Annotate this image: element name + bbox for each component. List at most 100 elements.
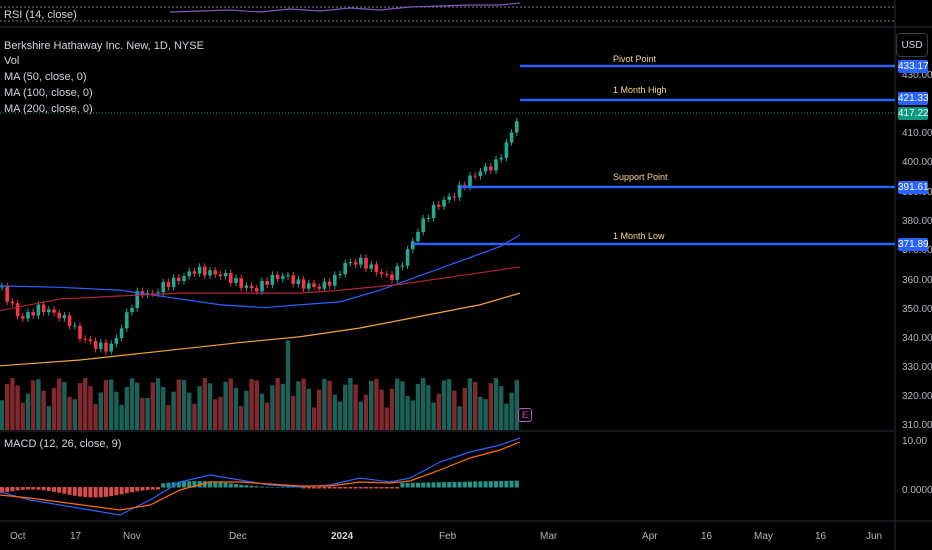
volume-bar bbox=[493, 378, 499, 430]
candle-body bbox=[62, 315, 67, 319]
volume-bar bbox=[343, 384, 348, 430]
macd-histogram-bar bbox=[57, 487, 62, 493]
candle-body bbox=[151, 293, 155, 295]
candle-body bbox=[270, 274, 275, 285]
candle-body bbox=[88, 339, 93, 342]
ma200-legend[interactable]: MA (200, close, 0) bbox=[4, 103, 93, 115]
macd-histogram-bar bbox=[306, 487, 311, 489]
macd-histogram-bar bbox=[275, 486, 280, 488]
ma50-legend[interactable]: MA (50, close, 0) bbox=[4, 71, 87, 83]
macd-histogram-bar bbox=[384, 487, 389, 489]
macd-histogram-bar bbox=[332, 487, 337, 489]
macd-histogram-bar bbox=[78, 487, 82, 497]
volume-bar bbox=[41, 390, 46, 430]
macd-histogram-bar bbox=[488, 481, 493, 488]
month-high-label: 1 Month High bbox=[613, 85, 667, 95]
volume-bar bbox=[358, 401, 363, 430]
time-tick: May bbox=[754, 531, 773, 542]
macd-histogram-bar bbox=[390, 487, 394, 489]
macd-histogram-bar bbox=[20, 487, 25, 490]
pivot-point-label: Pivot Point bbox=[613, 54, 657, 64]
candle-body bbox=[0, 286, 4, 288]
volume-bar bbox=[447, 379, 452, 430]
volume-bar bbox=[0, 400, 5, 430]
macd-histogram-bar bbox=[130, 487, 134, 493]
candle-body bbox=[369, 264, 373, 269]
volume-bar bbox=[389, 388, 395, 430]
time-tick: Feb bbox=[439, 531, 457, 542]
candle-body bbox=[333, 274, 337, 286]
volume-bar bbox=[233, 387, 239, 430]
volume-bar bbox=[161, 387, 166, 430]
macd-histogram-bar bbox=[62, 487, 67, 494]
candle-body bbox=[83, 338, 87, 340]
volume-bar bbox=[265, 402, 270, 430]
macd-histogram-bar bbox=[280, 486, 285, 488]
volume-bar bbox=[275, 378, 280, 430]
volume-bar bbox=[405, 395, 410, 430]
macd-tick: 0.0000 bbox=[902, 485, 932, 496]
candle-body bbox=[312, 283, 316, 287]
candle-body bbox=[52, 309, 56, 313]
candle-body bbox=[359, 257, 363, 265]
macd-histogram-bar bbox=[140, 487, 145, 491]
volume-bar bbox=[187, 392, 192, 430]
macd-histogram-bar bbox=[171, 482, 176, 488]
volume-legend[interactable]: Vol bbox=[4, 55, 20, 67]
candle-body bbox=[130, 308, 134, 313]
macd-histogram-bar bbox=[67, 487, 72, 495]
macd-histogram-bar bbox=[161, 483, 166, 488]
candle-body bbox=[135, 291, 139, 309]
macd-histogram-bar bbox=[109, 487, 114, 497]
time-tick: Jun bbox=[866, 531, 883, 542]
volume-bar bbox=[244, 390, 249, 430]
candle-body bbox=[364, 257, 368, 269]
macd-histogram-bar bbox=[5, 487, 10, 493]
volume-bar bbox=[353, 384, 358, 430]
symbol-title[interactable]: Berkshire Hathaway Inc. New, 1D, NYSE bbox=[4, 40, 204, 52]
volume-bar bbox=[488, 383, 493, 430]
price-tick: 380.00 bbox=[902, 216, 932, 227]
earnings-badge[interactable]: E bbox=[518, 408, 532, 422]
volume-bar bbox=[114, 391, 119, 430]
rsi-legend[interactable]: RSI (14, close) bbox=[4, 9, 77, 21]
volume-bar bbox=[514, 379, 519, 430]
volume-bar bbox=[46, 406, 51, 430]
volume-bar bbox=[36, 379, 41, 430]
macd-histogram-bar bbox=[483, 481, 488, 488]
macd-histogram-bar bbox=[31, 487, 36, 490]
volume-bar bbox=[145, 398, 150, 430]
macd-histogram-bar bbox=[187, 481, 192, 488]
volume-bar bbox=[150, 382, 155, 430]
macd-histogram-bar bbox=[312, 487, 316, 489]
time-tick: 16 bbox=[815, 531, 827, 542]
macd-histogram-bar bbox=[416, 482, 420, 488]
volume-bar bbox=[155, 378, 161, 430]
candle-body bbox=[21, 316, 25, 319]
macd-histogram-bar bbox=[83, 487, 88, 498]
month-high-tag: 421.33 bbox=[898, 92, 929, 105]
ma100-legend[interactable]: MA (100, close, 0) bbox=[4, 87, 93, 99]
macd-histogram-bar bbox=[270, 486, 275, 488]
currency-button[interactable]: USD bbox=[896, 33, 928, 57]
ma100-line bbox=[0, 266, 521, 312]
volume-bar bbox=[77, 383, 83, 430]
macd-histogram-bar bbox=[431, 482, 436, 488]
ma200-line bbox=[0, 292, 521, 367]
candle-body bbox=[447, 196, 451, 200]
price-tick: 430.00 bbox=[902, 70, 932, 81]
candle-body bbox=[338, 274, 342, 276]
macd-histogram-bar bbox=[343, 487, 348, 489]
macd-histogram-bar bbox=[478, 481, 483, 488]
volume-bar bbox=[103, 379, 109, 430]
candle-body bbox=[73, 325, 77, 327]
macd-histogram-bar bbox=[395, 487, 400, 489]
macd-histogram-bar bbox=[260, 486, 264, 488]
macd-histogram-bar bbox=[369, 487, 374, 489]
candle-body bbox=[67, 315, 72, 327]
macd-legend[interactable]: MACD (12, 26, close, 9) bbox=[4, 438, 122, 450]
macd-histogram-bar bbox=[494, 481, 498, 488]
volume-bar bbox=[218, 396, 223, 430]
price-tick: 330.00 bbox=[902, 362, 932, 373]
